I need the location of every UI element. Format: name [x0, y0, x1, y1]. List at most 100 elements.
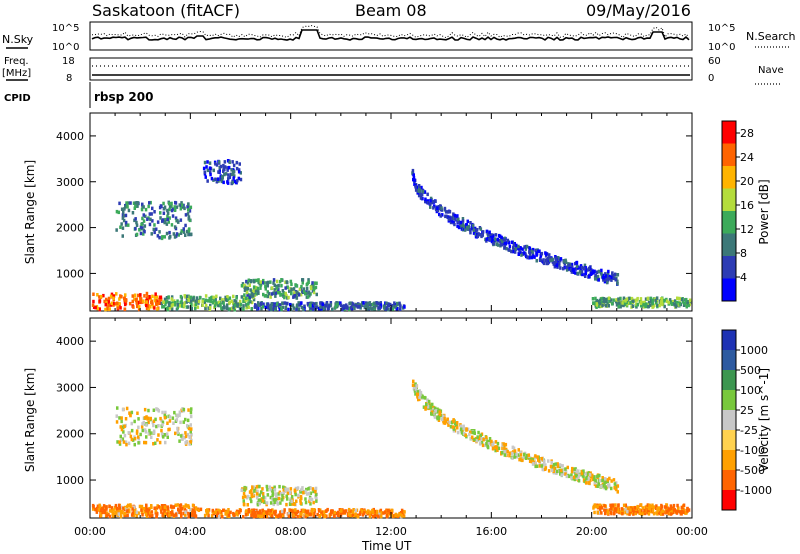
- data-cell: [562, 266, 565, 271]
- data-cell: [294, 511, 298, 515]
- data-cell: [151, 206, 154, 211]
- data-cell: [570, 267, 573, 272]
- data-cell: [121, 234, 124, 238]
- colorbar-tick-label: 24: [740, 151, 754, 164]
- data-cell: [110, 301, 113, 305]
- data-cell: [140, 222, 143, 227]
- data-cell: [311, 281, 314, 285]
- data-cell: [191, 508, 195, 513]
- data-cell: [349, 301, 352, 305]
- data-cell: [422, 405, 426, 409]
- data-cell: [647, 305, 650, 309]
- data-cell: [354, 508, 358, 513]
- data-cell: [102, 293, 105, 298]
- data-cell: [279, 303, 282, 307]
- data-cell: [665, 503, 668, 507]
- data-cell: [516, 455, 519, 459]
- data-cell: [187, 511, 190, 516]
- data-cell: [300, 512, 303, 516]
- data-cell: [147, 431, 151, 436]
- data-cell: [648, 506, 652, 511]
- data-cell: [517, 453, 521, 457]
- data-cell: [113, 505, 117, 510]
- data-cell: [485, 442, 488, 446]
- data-cell: [272, 498, 276, 502]
- data-cell: [663, 299, 666, 303]
- data-cell: [184, 213, 188, 217]
- data-cell: [107, 299, 110, 303]
- data-cell: [266, 280, 270, 285]
- data-cell: [635, 302, 638, 306]
- data-cell: [118, 506, 121, 510]
- data-cell: [171, 303, 175, 307]
- data-cell: [315, 499, 318, 503]
- data-cell: [661, 302, 664, 307]
- data-cell: [312, 500, 315, 505]
- data-cell: [182, 407, 186, 412]
- data-cell: [120, 419, 123, 424]
- data-cell: [312, 290, 316, 295]
- data-cell: [419, 390, 423, 395]
- data-cell: [142, 232, 145, 236]
- data-cell: [377, 512, 381, 517]
- data-cell: [661, 512, 665, 516]
- data-cell: [311, 487, 315, 491]
- data-cell: [570, 270, 574, 274]
- data-cell: [598, 300, 601, 304]
- data-cell: [276, 291, 279, 295]
- data-cell: [266, 294, 269, 299]
- data-cell: [218, 509, 221, 513]
- data-cell: [244, 513, 248, 517]
- data-cell: [285, 294, 288, 298]
- data-cell: [227, 173, 230, 177]
- data-cell: [549, 464, 553, 469]
- data-cell: [639, 509, 643, 514]
- data-cell: [614, 299, 618, 304]
- data-cell: [124, 205, 127, 209]
- data-cell: [256, 502, 260, 507]
- data-cell: [511, 445, 515, 450]
- data-cell: [368, 510, 372, 515]
- data-cell: [567, 474, 571, 479]
- data-cell: [305, 512, 308, 517]
- data-cell: [595, 270, 599, 274]
- data-cell: [142, 213, 145, 217]
- data-cell: [263, 281, 266, 285]
- data-cell: [182, 230, 186, 234]
- colorbar-tick-label: 1000: [740, 344, 768, 357]
- data-cell: [263, 496, 267, 500]
- data-cell: [549, 258, 552, 262]
- data-cell: [151, 302, 154, 306]
- data-cell: [136, 435, 140, 439]
- data-cell: [531, 459, 534, 464]
- data-cell: [271, 514, 274, 518]
- data-cell: [209, 303, 212, 308]
- data-cell: [254, 303, 257, 307]
- data-cell: [676, 509, 680, 513]
- data-cell: [426, 201, 429, 205]
- data-cell: [134, 217, 137, 221]
- data-cell: [143, 229, 146, 234]
- colorbar-tick-label: -1000: [740, 484, 772, 497]
- data-cell: [391, 514, 395, 518]
- data-cell: [156, 234, 160, 238]
- data-cell: [117, 512, 120, 516]
- data-cell: [248, 295, 252, 299]
- data-cell: [485, 435, 488, 440]
- data-cell: [323, 514, 327, 519]
- data-cell: [465, 225, 469, 230]
- data-cell: [312, 306, 315, 311]
- data-cell: [540, 457, 543, 461]
- data-cell: [165, 306, 168, 311]
- data-cell: [143, 294, 146, 298]
- data-cell: [144, 512, 148, 516]
- data-cell: [485, 237, 489, 241]
- data-cell: [250, 489, 253, 493]
- data-cell: [615, 487, 618, 492]
- data-cell: [185, 294, 189, 299]
- data-cell: [602, 273, 605, 278]
- data-cell: [233, 299, 236, 303]
- data-cell: [291, 509, 294, 514]
- data-cell: [534, 461, 537, 465]
- data-cell: [653, 303, 656, 307]
